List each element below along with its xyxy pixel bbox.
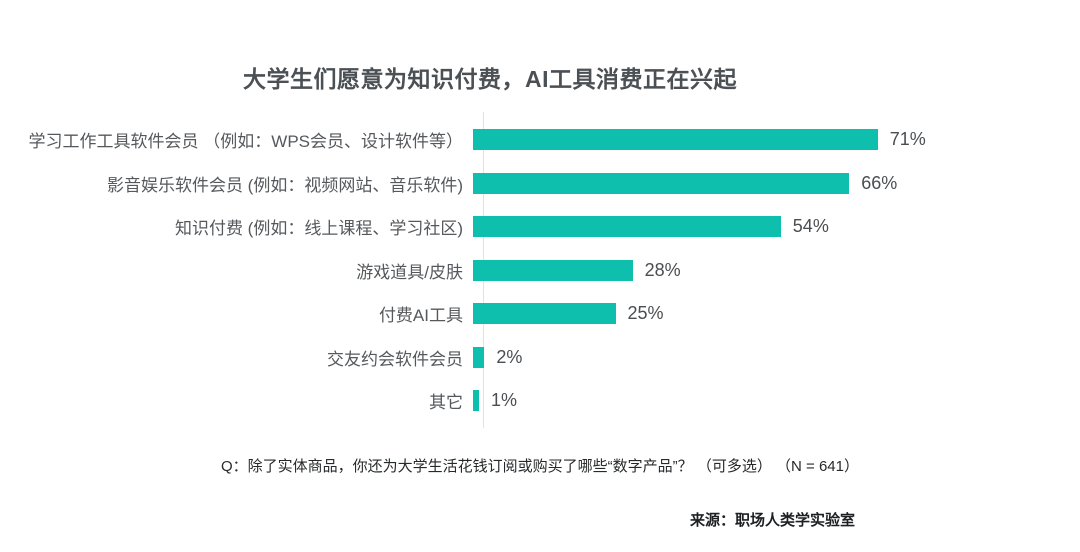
bar <box>473 129 878 151</box>
bar <box>473 216 781 238</box>
chart-row: 游戏道具/皮肤 28% <box>0 249 1080 293</box>
category-label: 学习工作工具软件会员 （例如：WPS会员、设计软件等） <box>28 132 463 152</box>
chart-row: 付费AI工具 25% <box>0 292 1080 336</box>
chart-row: 学习工作工具软件会员 （例如：WPS会员、设计软件等） 71% <box>0 118 1080 162</box>
bar <box>473 346 485 368</box>
value-label: 25% <box>627 303 664 324</box>
category-label: 交友约会软件会员 <box>327 349 463 369</box>
bar-zone: 71% <box>473 129 1080 151</box>
bar <box>473 303 616 325</box>
bar <box>473 172 850 194</box>
category-label: 影音娱乐软件会员 (例如：视频网站、音乐软件) <box>106 175 463 195</box>
bar-zone: 25% <box>473 303 1080 325</box>
value-label: 54% <box>792 216 829 237</box>
bar <box>473 259 633 281</box>
bar-zone: 66% <box>473 172 1080 194</box>
chart-row: 其它 1% <box>0 379 1080 423</box>
category-label: 付费AI工具 <box>378 306 463 326</box>
bar-zone: 28% <box>473 259 1080 281</box>
value-label: 66% <box>861 172 898 193</box>
category-label: 知识付费 (例如：线上课程、学习社区) <box>174 219 463 239</box>
bar-zone: 54% <box>473 216 1080 238</box>
bar <box>473 390 479 412</box>
value-label: 2% <box>496 346 523 367</box>
category-label: 其它 <box>429 393 463 413</box>
survey-question: Q：除了实体商品，你还为大学生活花钱订阅或购买了哪些“数字产品”？ （可多选） … <box>221 458 859 475</box>
chart-title: 大学生们愿意为知识付费，AI工具消费正在兴起 <box>243 66 737 92</box>
category-label: 游戏道具/皮肤 <box>356 262 463 282</box>
bar-chart: 学习工作工具软件会员 （例如：WPS会员、设计软件等） 71% 影音娱乐软件会员 (… <box>0 118 1080 423</box>
bar-zone: 2% <box>473 346 1080 368</box>
bar-zone: 1% <box>473 390 1080 412</box>
value-label: 1% <box>491 390 518 411</box>
source-credit: 来源：职场人类学实验室 <box>690 512 856 529</box>
value-label: 71% <box>889 129 926 150</box>
value-label: 28% <box>644 259 681 280</box>
chart-row: 知识付费 (例如：线上课程、学习社区) 54% <box>0 205 1080 249</box>
chart-row: 影音娱乐软件会员 (例如：视频网站、音乐软件) 66% <box>0 162 1080 206</box>
chart-row: 交友约会软件会员 2% <box>0 336 1080 380</box>
